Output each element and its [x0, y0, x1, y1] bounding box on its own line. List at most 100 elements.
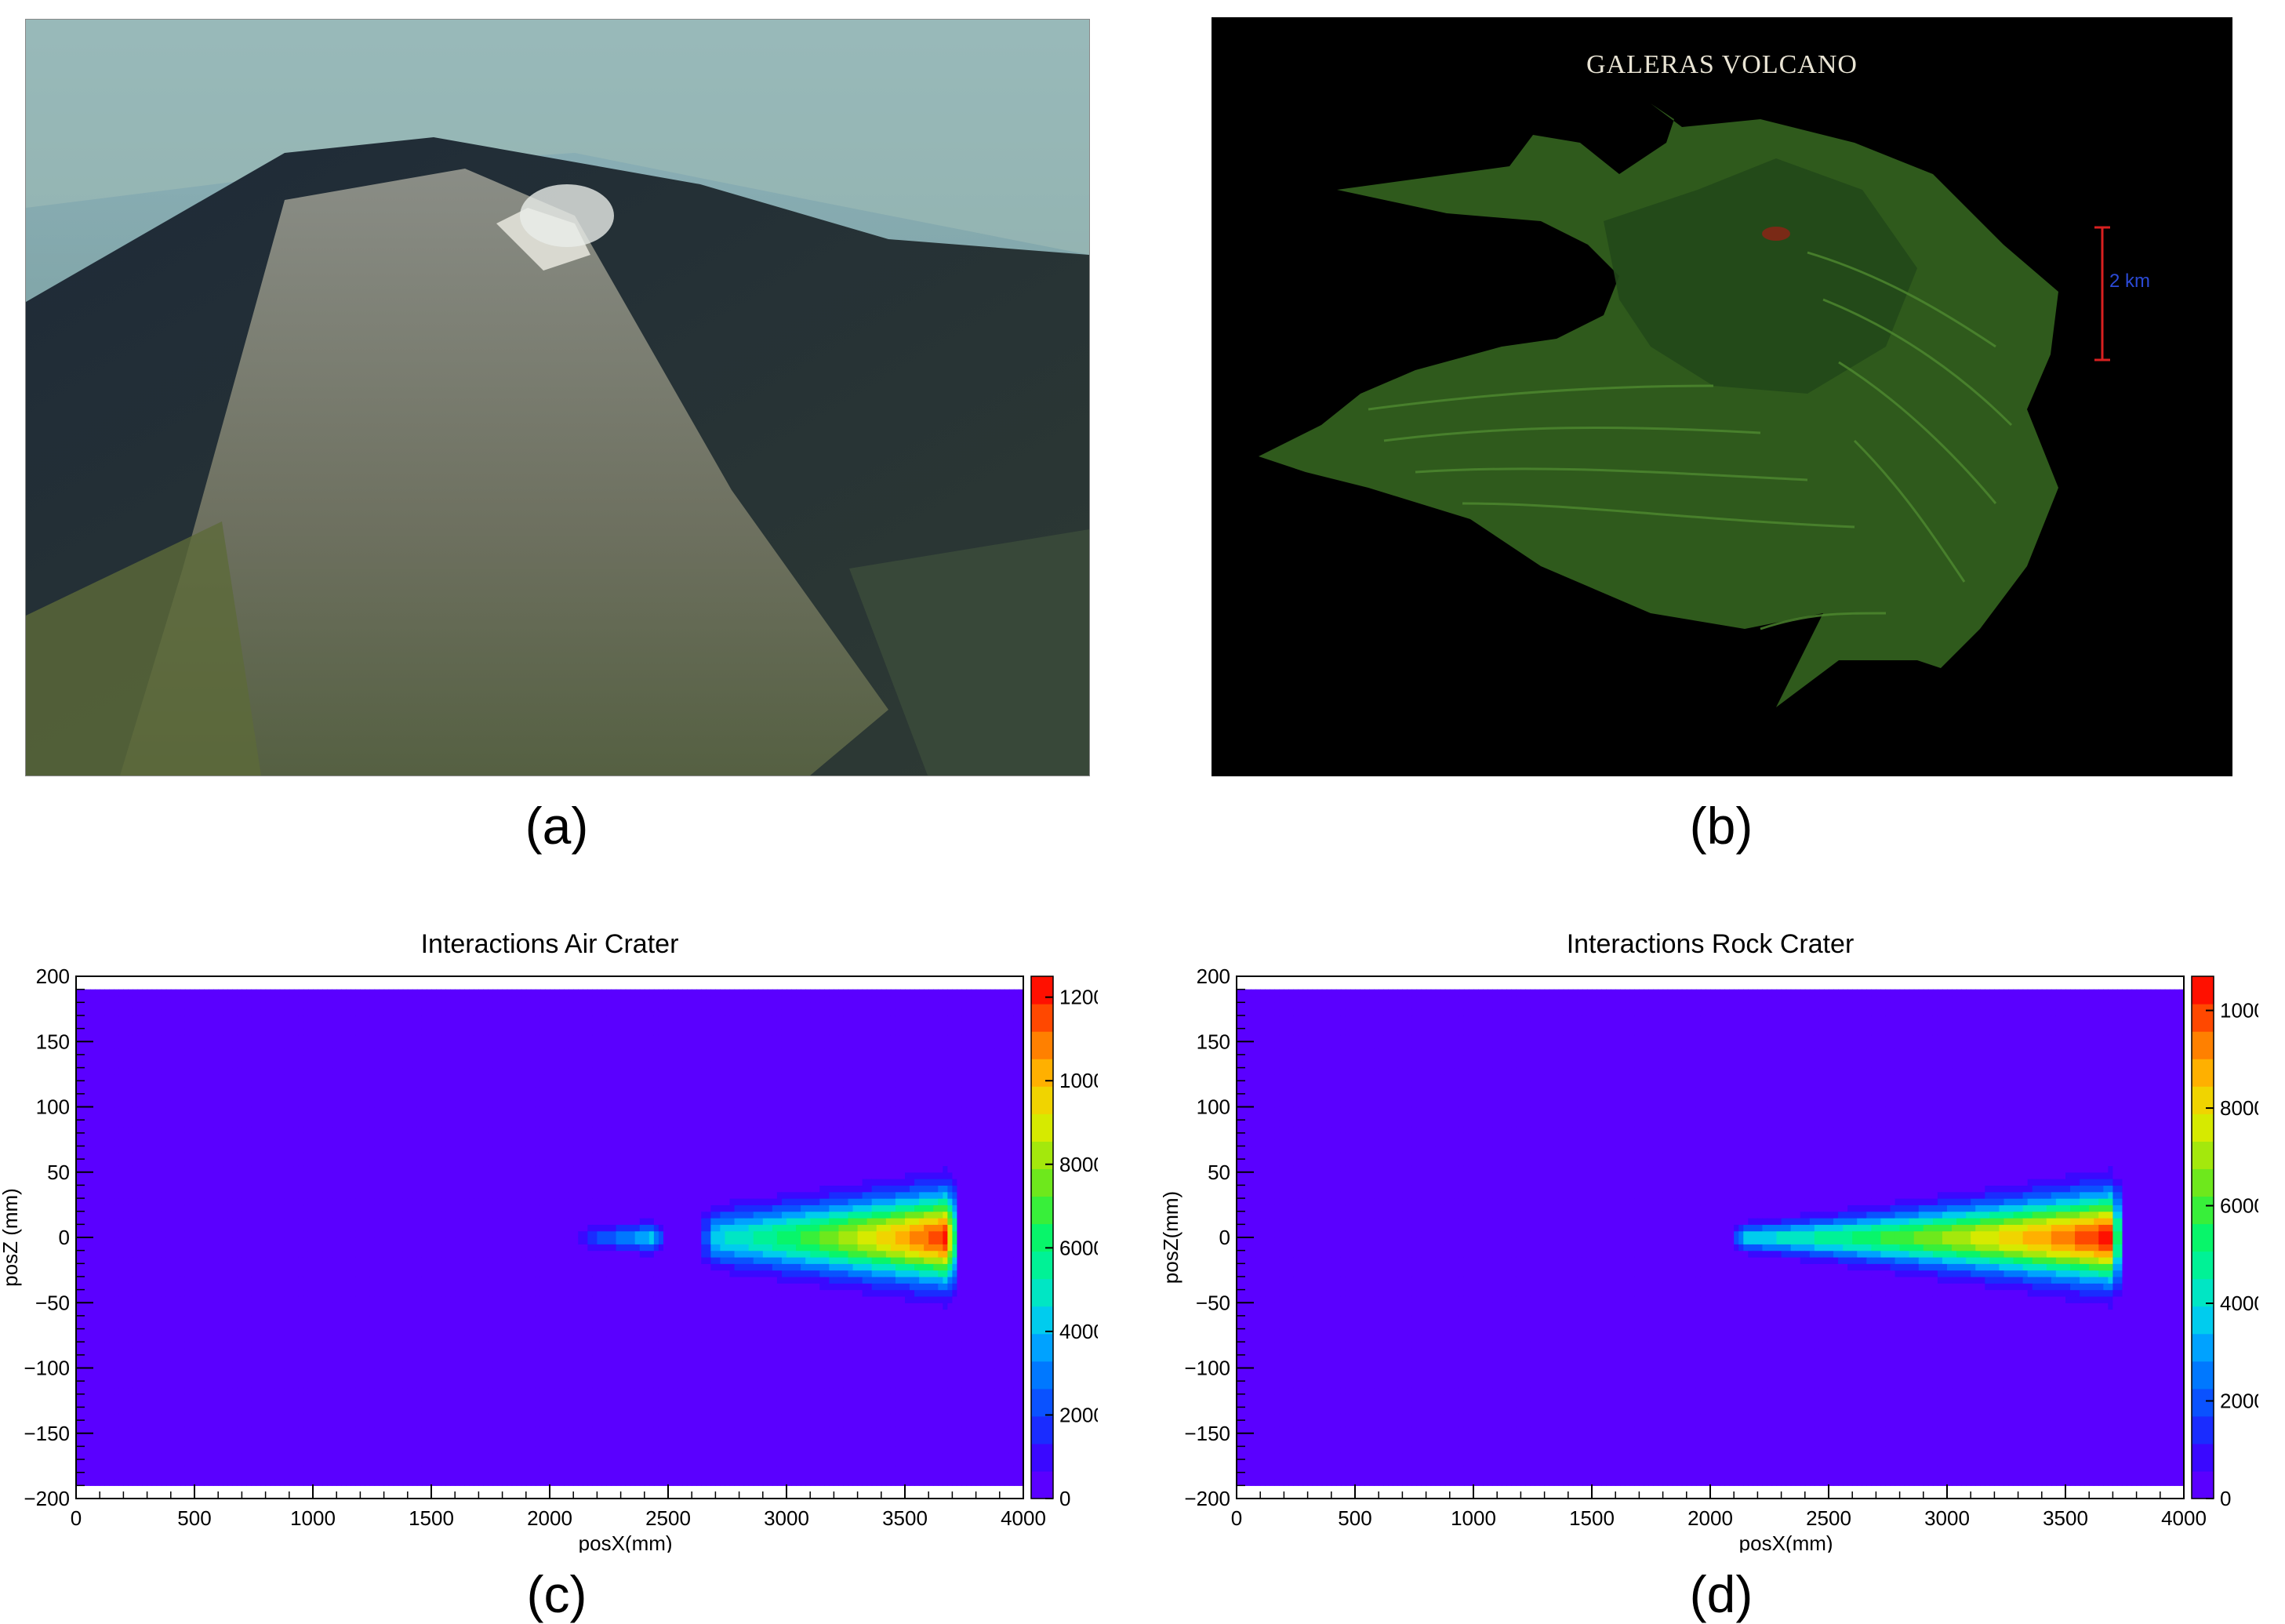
heatmap-cell: [383, 1328, 390, 1336]
heatmap-cell: [318, 1387, 323, 1395]
heatmap-cell: [194, 1204, 200, 1212]
heatmap-cell: [114, 1466, 119, 1473]
heatmap-cell: [355, 1440, 361, 1447]
heatmap-cell: [223, 1250, 228, 1258]
heatmap-cell: [137, 1237, 143, 1244]
heatmap-cell: [175, 1179, 181, 1186]
heatmap-cell: [360, 1100, 366, 1108]
heatmap-cell: [137, 1315, 143, 1323]
heatmap-cell: [180, 1440, 186, 1447]
heatmap-cell: [260, 1368, 267, 1375]
heatmap-cell: [142, 1152, 148, 1160]
heatmap-cell: [194, 1165, 200, 1173]
heatmap-cell: [355, 1126, 361, 1134]
heatmap-cell: [332, 1022, 337, 1030]
heatmap-cell: [156, 1015, 162, 1023]
heatmap-cell: [256, 1028, 262, 1036]
heatmap-cell: [109, 1407, 114, 1415]
heatmap-cell: [213, 1446, 219, 1454]
heatmap-cell: [232, 1459, 238, 1466]
heatmap-cell: [318, 1185, 323, 1193]
heatmap-cell: [322, 1283, 328, 1291]
heatmap-cell: [318, 1074, 323, 1081]
heatmap-cell: [142, 1022, 148, 1030]
heatmap-cell: [142, 1348, 148, 1356]
heatmap-cell: [360, 1054, 366, 1062]
heatmap-cell: [147, 1472, 153, 1480]
heatmap-cell: [237, 1074, 242, 1081]
heatmap-cell: [209, 1335, 214, 1342]
heatmap-cell: [351, 1120, 356, 1128]
heatmap-cell: [351, 1067, 356, 1075]
heatmap-cell: [76, 1211, 82, 1219]
heatmap-cell: [170, 1270, 176, 1277]
heatmap-cell: [251, 1348, 257, 1356]
heatmap-cell: [336, 1459, 342, 1466]
heatmap-cell: [293, 1074, 300, 1081]
heatmap-cell: [332, 1289, 337, 1297]
heatmap-cell: [142, 1218, 148, 1225]
heatmap-cell: [374, 1022, 380, 1030]
heatmap-cell: [218, 1472, 223, 1480]
heatmap-cell: [293, 1028, 300, 1036]
heatmap-cell: [189, 1165, 195, 1173]
heatmap-cell: [246, 1185, 252, 1193]
heatmap-cell: [256, 1328, 262, 1336]
heatmap-cell: [151, 1342, 158, 1350]
heatmap-cell: [76, 1218, 82, 1225]
heatmap-cell: [95, 1034, 100, 1042]
heatmap-cell: [379, 1309, 385, 1317]
heatmap-cell: [270, 1230, 276, 1238]
heatmap-cell: [114, 1452, 119, 1460]
heatmap-cell: [322, 1401, 328, 1408]
heatmap-cell: [213, 1034, 219, 1042]
heatmap-cell: [279, 1335, 285, 1342]
heatmap-cell: [194, 1368, 200, 1375]
heatmap-cell: [90, 1067, 96, 1075]
heatmap-cell: [313, 1191, 318, 1199]
heatmap-cell: [199, 1139, 205, 1147]
heatmap-cell: [355, 1381, 361, 1389]
heatmap-cell: [85, 1008, 91, 1016]
heatmap-cell: [360, 1008, 366, 1016]
heatmap-cell: [156, 1413, 162, 1421]
heatmap-cell: [142, 1472, 148, 1480]
heatmap-cell: [223, 1263, 228, 1271]
heatmap-cell: [156, 1165, 162, 1173]
heatmap-cell: [336, 1348, 342, 1356]
heatmap-cell: [156, 995, 162, 1003]
heatmap-cell: [123, 995, 129, 1003]
heatmap-cell: [227, 1198, 233, 1205]
heatmap-cell: [76, 995, 82, 1003]
heatmap-cell: [270, 1034, 276, 1042]
heatmap-cell: [156, 1146, 162, 1154]
heatmap-cell: [95, 1106, 100, 1114]
heatmap-cell: [128, 1185, 134, 1193]
heatmap-cell: [270, 1426, 276, 1434]
heatmap-cell: [104, 1289, 110, 1297]
heatmap-cell: [383, 1204, 390, 1212]
heatmap-cell: [332, 1393, 337, 1401]
heatmap-cell: [76, 1472, 82, 1480]
heatmap-cell: [242, 1120, 248, 1128]
heatmap-cell: [313, 1218, 318, 1225]
heatmap-cell: [360, 1120, 366, 1128]
heatmap-cell: [293, 1244, 300, 1252]
heatmap-cell: [147, 1224, 153, 1232]
heatmap-cell: [114, 1348, 119, 1356]
heatmap-cell: [256, 1452, 262, 1460]
heatmap-cell: [137, 1224, 143, 1232]
heatmap-cell: [242, 1295, 248, 1303]
heatmap-cell: [123, 1041, 129, 1049]
heatmap-cell: [76, 1270, 82, 1277]
heatmap-cell: [199, 1381, 205, 1389]
heatmap-cell: [213, 1374, 219, 1382]
heatmap-cell: [298, 1387, 304, 1395]
heatmap-cell: [194, 1479, 200, 1486]
heatmap-cell: [76, 1204, 82, 1212]
heatmap-cell: [161, 1401, 167, 1408]
heatmap-cell: [199, 1374, 205, 1382]
heatmap-cell: [251, 1041, 257, 1049]
heatmap-cell: [142, 1420, 148, 1428]
heatmap-cell: [293, 1270, 300, 1277]
